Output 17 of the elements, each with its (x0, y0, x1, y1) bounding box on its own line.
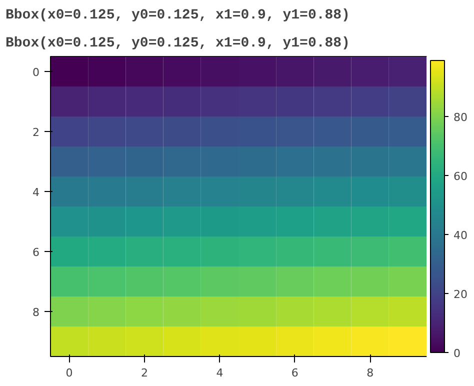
x-tick-label: 6 (291, 366, 298, 380)
y-tick-label: 0 (32, 66, 40, 79)
color-bar-label: 40 (454, 229, 468, 242)
color-bar-label: 80 (454, 111, 468, 124)
color-bar-label: 60 (454, 170, 468, 184)
y-tick-label: 2 (32, 126, 40, 139)
y-tick-label: 8 (32, 306, 40, 319)
text: Bbox(x0=0.125, y0=0.125, x1=0.9, y1=0.88) (6, 36, 350, 52)
text: Bbox(x0=0.125, y0=0.125, x1=0.9, y1=0.88) (6, 8, 350, 24)
color-bar-label: 0 (454, 347, 460, 360)
x-tick-label: 0 (66, 366, 73, 380)
x-tick-label: 8 (366, 366, 374, 380)
y-tick-label: 6 (32, 246, 40, 259)
y-tick-label: 4 (32, 186, 40, 199)
x-tick-label: 2 (141, 366, 148, 380)
color-bar-label: 20 (454, 288, 468, 302)
x-tick-label: 4 (216, 366, 224, 380)
